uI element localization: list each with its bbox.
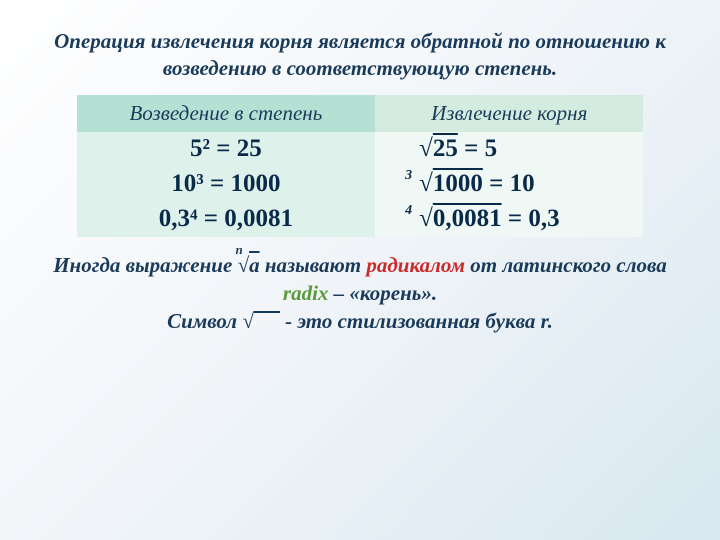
body1-mid: называют: [260, 253, 367, 277]
body2-end: - это стилизованная буква r.: [280, 309, 553, 333]
root-cell: 4 √0,0081 = 0,3: [375, 202, 643, 237]
header-root: Извлечение корня: [375, 95, 643, 132]
body1-end: – «корень».: [328, 281, 437, 305]
root-result: = 5: [458, 135, 497, 162]
radicand: 0,0081: [433, 205, 502, 232]
power-cell: 0,3⁴ = 0,0081: [77, 202, 375, 237]
radicand: 25: [433, 135, 458, 162]
root-cell: 3 √1000 = 10: [375, 167, 643, 202]
root-symbol-line: [254, 311, 280, 313]
root-index: 3: [405, 168, 412, 184]
root-result: = 10: [483, 170, 535, 197]
body2-pre: Символ: [167, 309, 242, 333]
table-row: 10³ = 1000 3 √1000 = 10: [77, 167, 644, 202]
radical-word: радикалом: [366, 253, 465, 277]
root-cell: √25 = 5: [375, 132, 643, 167]
table-row: 0,3⁴ = 0,0081 4 √0,0081 = 0,3: [77, 202, 644, 237]
table-header-row: Возведение в степень Извлечение корня: [77, 95, 644, 132]
power-cell: 5² = 25: [77, 132, 375, 167]
root-result: = 0,3: [502, 205, 560, 232]
inline-radicand: a: [249, 253, 260, 277]
comparison-table: Возведение в степень Извлечение корня 5²…: [77, 95, 644, 237]
inline-root-index: n: [236, 241, 243, 259]
body1-mid2: от латинского слова: [465, 253, 667, 277]
intro-text: Операция извлечения корня является обрат…: [38, 28, 682, 83]
body1-pre: Иногда выражение: [53, 253, 237, 277]
table-row: 5² = 25 √25 = 5: [77, 132, 644, 167]
inline-root-symbol: n√a: [238, 251, 260, 279]
body-paragraph-1: Иногда выражение n√a называют радикалом …: [38, 251, 682, 308]
radix-word: radix: [283, 281, 329, 305]
power-cell: 10³ = 1000: [77, 167, 375, 202]
root-index: 4: [405, 203, 412, 219]
header-power: Возведение в степень: [77, 95, 375, 132]
body-paragraph-2: Символ √ - это стилизованная буква r.: [38, 307, 682, 335]
radicand: 1000: [433, 170, 483, 197]
